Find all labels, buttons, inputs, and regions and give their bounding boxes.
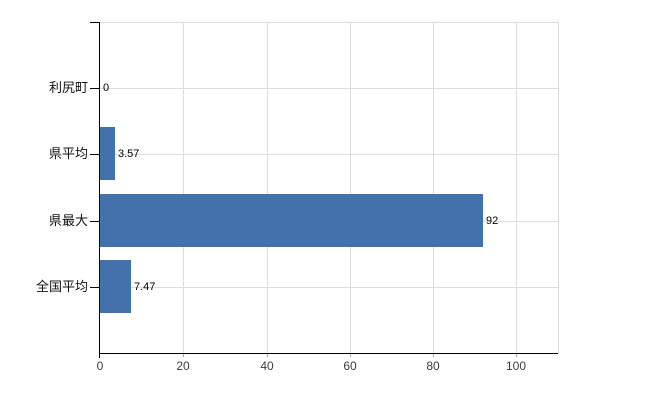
category-label: 利尻町 <box>48 80 88 95</box>
x-axis-tick <box>433 354 434 357</box>
vgridline <box>267 22 268 353</box>
x-tick-label: 60 <box>343 359 357 373</box>
y-axis-tick <box>90 88 100 89</box>
hgridline <box>100 154 558 155</box>
plot-border-right <box>558 22 559 353</box>
bar <box>100 127 115 180</box>
vgridline <box>516 22 517 353</box>
x-axis-tick <box>267 354 268 357</box>
hgridline <box>100 88 558 89</box>
x-axis <box>99 353 558 354</box>
x-tick-label: 0 <box>96 359 104 373</box>
x-tick-label: 80 <box>426 359 440 373</box>
value-label: 7.47 <box>134 281 156 293</box>
y-axis-tick <box>90 287 100 288</box>
y-axis-tick <box>90 221 100 222</box>
x-axis-tick <box>183 354 184 357</box>
bar <box>100 260 131 313</box>
bar <box>100 194 483 247</box>
hgridline <box>100 287 558 288</box>
y-axis-tick <box>90 22 100 23</box>
category-label: 県最大 <box>48 213 88 228</box>
category-label: 県平均 <box>48 146 88 161</box>
x-tick-label: 40 <box>260 359 274 373</box>
vgridline <box>350 22 351 353</box>
x-axis-tick <box>516 354 517 357</box>
value-label: 0 <box>103 82 110 94</box>
y-axis <box>99 22 100 358</box>
value-label: 3.57 <box>118 148 140 160</box>
y-axis-tick <box>90 154 100 155</box>
x-axis-tick <box>350 354 351 357</box>
x-tick-label: 20 <box>176 359 190 373</box>
value-label: 92 <box>486 215 499 227</box>
vgridline <box>183 22 184 353</box>
x-tick-label: 100 <box>505 359 527 373</box>
category-label: 全国平均 <box>35 279 88 294</box>
plot-border-top <box>100 22 558 23</box>
vgridline <box>433 22 434 353</box>
